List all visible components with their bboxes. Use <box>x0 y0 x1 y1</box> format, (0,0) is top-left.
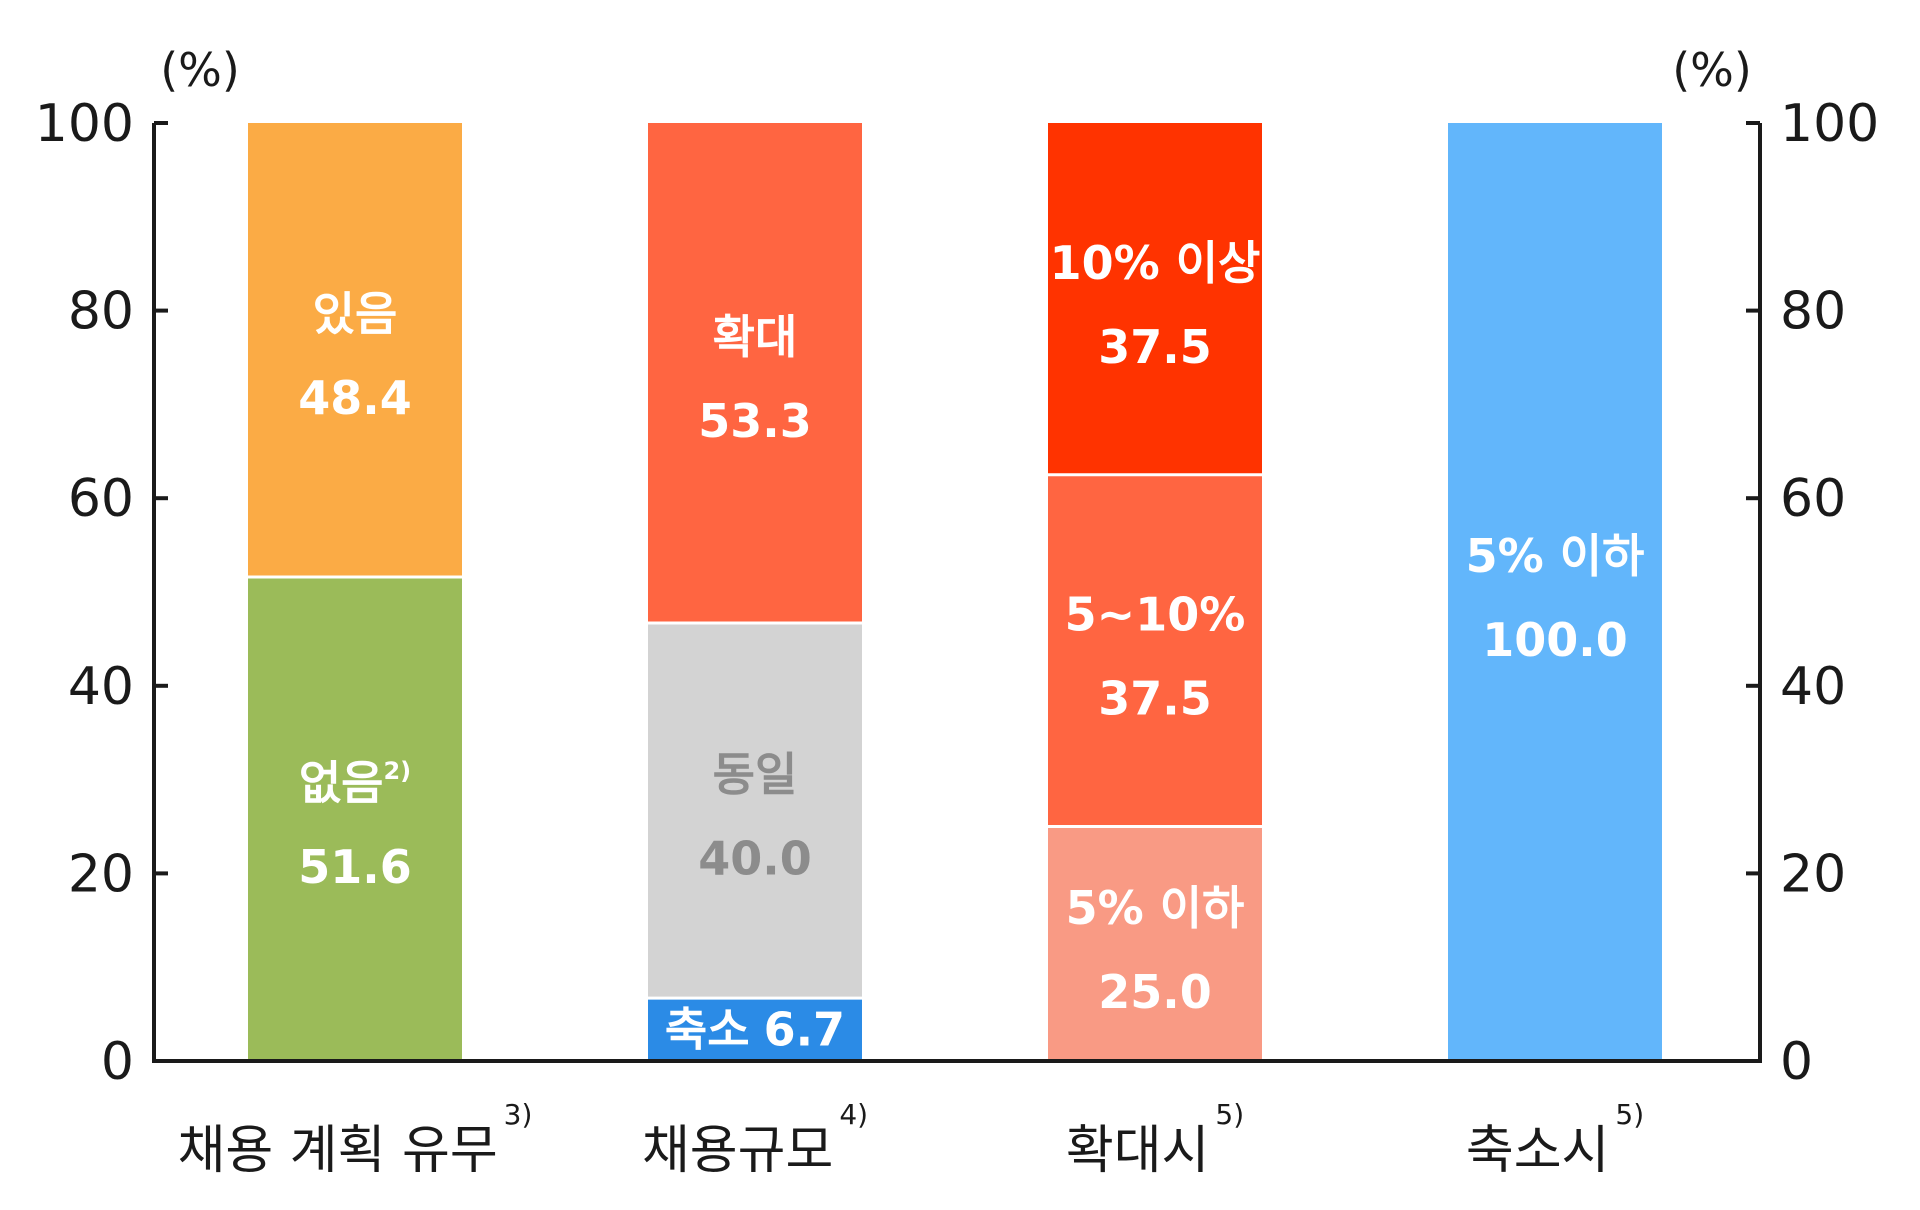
bar-segment <box>648 123 862 623</box>
bar-segment <box>248 576 462 1061</box>
bars-layer <box>248 123 1662 1061</box>
segment-label: 없음2) <box>299 756 411 810</box>
right-tick-label: 40 <box>1780 657 1846 717</box>
segment-value: 25.0 <box>1098 965 1212 1019</box>
right-tick-label: 100 <box>1780 94 1879 154</box>
segment-value: 37.5 <box>1098 672 1212 726</box>
bar-segment <box>1048 123 1262 475</box>
segment-label: 5% 이하 <box>1066 881 1245 935</box>
category-footnote: 4) <box>839 1098 868 1131</box>
right-tick-label: 80 <box>1780 282 1846 342</box>
left-tick-label: 0 <box>101 1032 134 1092</box>
ticks-layer: 0 0 20 20 40 40 60 60 80 80 100 100 <box>35 94 1880 1092</box>
segment-value: 48.4 <box>298 371 412 425</box>
right-tick-label: 0 <box>1780 1032 1813 1092</box>
segment-label: 5% 이하 <box>1466 529 1645 583</box>
category-footnote: 3) <box>504 1098 533 1131</box>
left-tick-label: 100 <box>35 94 134 154</box>
bar-segment <box>648 998 862 1061</box>
right-tick-label: 60 <box>1780 469 1846 529</box>
segment-label: 5~10% <box>1065 588 1246 642</box>
segment-value: 37.5 <box>1098 320 1212 374</box>
category-label: 축소시5) <box>1466 1098 1644 1181</box>
axes-layer: (%) (%) <box>152 43 1762 1063</box>
bar-segment <box>1048 474 1262 827</box>
left-tick-label: 60 <box>68 469 134 529</box>
right-tick-label: 20 <box>1780 844 1846 904</box>
segment-footnote: 2) <box>383 757 411 785</box>
segment-value: 51.6 <box>298 840 412 894</box>
labels-layer: 없음2) 51.6 있음 48.4 채용 계획 유무3) 축소 6.7 동일 40.0 확대 53.… <box>178 236 1645 1181</box>
segment-label: 10% 이상 <box>1050 236 1261 290</box>
bar-segment <box>648 622 862 999</box>
category-label: 채용규모4) <box>642 1098 868 1181</box>
left-unit-label: (%) <box>160 43 240 97</box>
segment-label: 축소 6.7 <box>665 1003 845 1057</box>
right-unit-label: (%) <box>1672 43 1752 97</box>
segment-label: 확대 <box>713 310 798 364</box>
segment-value: 40.0 <box>698 832 812 886</box>
category-footnote: 5) <box>1615 1098 1644 1131</box>
segment-value: 53.3 <box>698 394 812 448</box>
segment-value: 100.0 <box>1482 613 1628 667</box>
category-label: 채용 계획 유무3) <box>178 1098 533 1181</box>
segment-label: 동일 <box>713 748 798 802</box>
left-tick-label: 80 <box>68 282 134 342</box>
segment-label: 있음 <box>313 287 398 341</box>
bar-segment <box>1448 123 1662 1061</box>
bar-segment <box>1048 826 1262 1061</box>
left-tick-label: 40 <box>68 657 134 717</box>
category-footnote: 5) <box>1215 1098 1244 1131</box>
left-tick-label: 20 <box>68 844 134 904</box>
category-label: 확대시5) <box>1066 1098 1244 1181</box>
bar-segment <box>248 123 462 577</box>
